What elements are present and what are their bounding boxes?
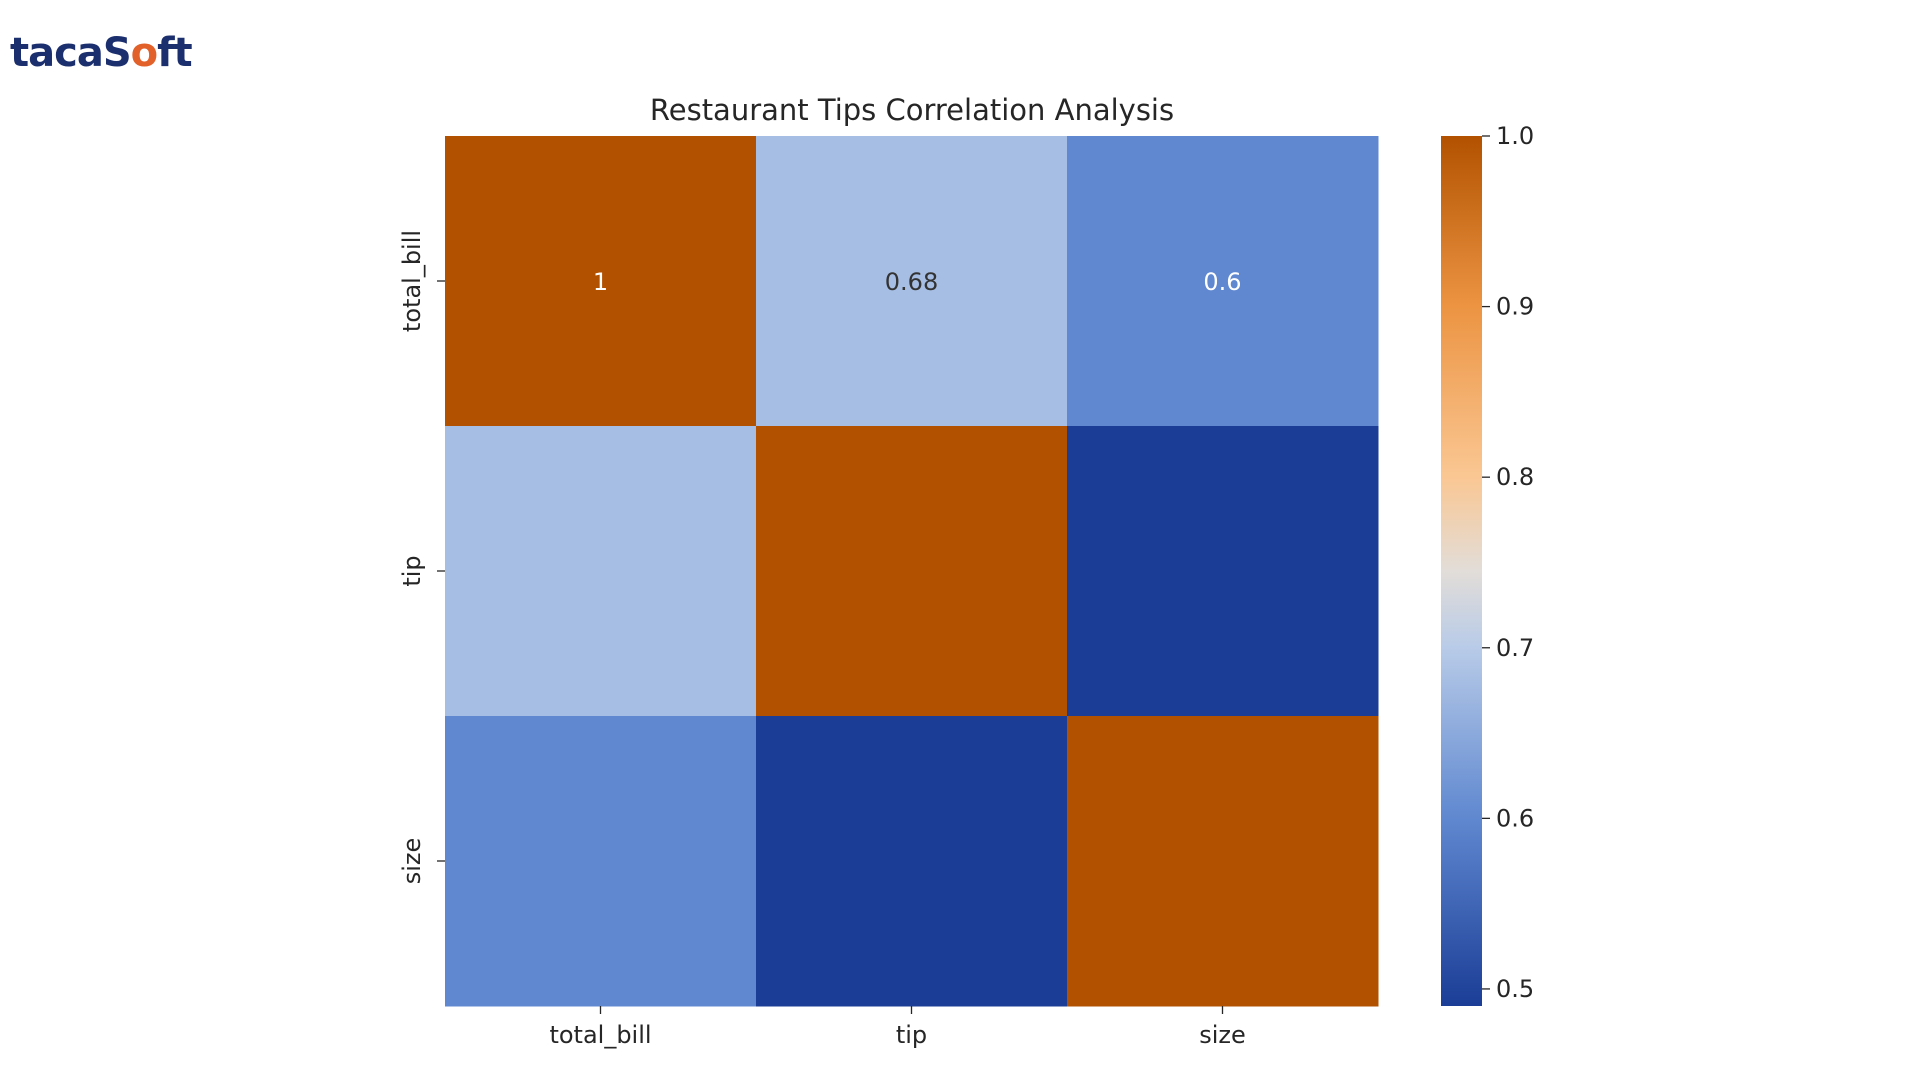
y-tick-label: tip (398, 555, 426, 586)
colorbar (1441, 136, 1482, 1006)
heatmap-annotation-total_bill-total_bill: 1 (593, 268, 608, 296)
heatmap-cell-total_bill-size (1067, 136, 1379, 427)
colorbar-tick-label: 1.0 (1496, 122, 1534, 150)
heatmap-annotations: 1 0.68 0.6 (593, 268, 1242, 296)
colorbar-tick-label: 0.8 (1496, 463, 1534, 491)
heatmap-cell-tip-tip (756, 426, 1068, 717)
heatmap-cell-size-size (1067, 716, 1379, 1007)
logo-accent-icon: o (131, 30, 157, 76)
colorbar-tick-label: 0.5 (1496, 975, 1534, 1003)
y-tick-label: total_bill (398, 230, 426, 332)
heatmap-cell-total_bill-tip (756, 136, 1068, 427)
x-tick-label: size (1199, 1021, 1246, 1049)
heatmap-annotation-total_bill-size: 0.6 (1203, 268, 1241, 296)
heatmap-cell-tip-size (1067, 426, 1379, 717)
colorbar-tick-label: 0.7 (1496, 634, 1534, 662)
y-tick-label: size (398, 838, 426, 885)
x-axis: total_bill tip size (549, 1006, 1246, 1049)
tacasoft-logo: tacaSoft (10, 30, 194, 76)
x-tick-label: total_bill (549, 1021, 651, 1049)
colorbar-tick-label: 0.9 (1496, 293, 1534, 321)
heatmap-cell-size-total_bill (445, 716, 757, 1007)
heatmap-cells (445, 136, 1379, 1007)
colorbar-tick-label: 0.6 (1496, 804, 1534, 832)
x-tick-label: tip (896, 1021, 927, 1049)
chart-title: Restaurant Tips Correlation Analysis (650, 93, 1174, 127)
logo-text: tacaSoft (10, 30, 193, 76)
heatmap-annotation-total_bill-tip: 0.68 (885, 268, 938, 296)
heatmap-cell-tip-total_bill (445, 426, 757, 717)
heatmap-cell-total_bill-total_bill (445, 136, 757, 427)
colorbar-axis: 0.5 0.6 0.7 0.8 0.9 1.0 (1482, 122, 1534, 1003)
heatmap-cell-size-tip (756, 716, 1068, 1007)
